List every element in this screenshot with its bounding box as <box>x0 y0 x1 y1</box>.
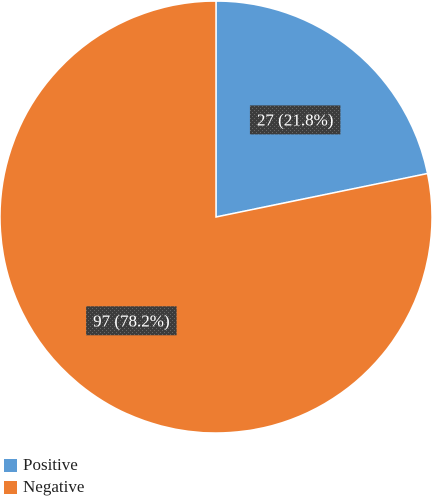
pie-chart: 27 (21.8%) 97 (78.2%) <box>0 0 433 434</box>
legend: Positive Negative <box>0 454 84 498</box>
pie-slices <box>0 0 433 434</box>
data-label-positive: 27 (21.8%) <box>249 105 341 135</box>
legend-label-negative: Negative <box>23 477 85 496</box>
data-label-negative: 97 (78.2%) <box>86 306 177 336</box>
data-labels: 27 (21.8%) 97 (78.2%) <box>86 105 341 336</box>
data-label-text-positive: 27 (21.8%) <box>257 110 333 129</box>
legend-swatch-negative <box>4 480 17 494</box>
legend-label-positive: Positive <box>23 455 78 474</box>
legend-item-negative: Negative <box>0 476 84 498</box>
legend-swatch-positive <box>4 458 17 472</box>
data-label-box-positive <box>249 105 341 135</box>
data-label-box-negative <box>86 306 177 336</box>
data-label-text-negative: 97 (78.2%) <box>93 311 169 330</box>
legend-item-positive: Positive <box>0 454 84 476</box>
